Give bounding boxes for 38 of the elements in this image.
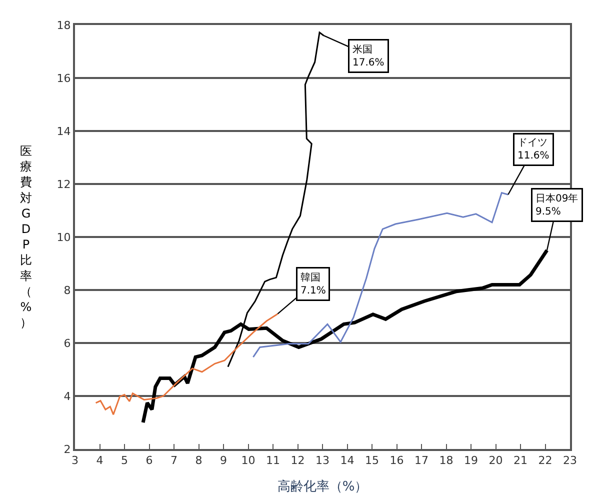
x-tick-label: 9 [220,454,227,468]
y-tick-label: 12 [56,178,71,191]
x-tick-label: 11 [266,454,280,468]
y-tick-label: 16 [56,72,71,85]
y-tick-label: 18 [56,18,71,32]
y-tick-label: 14 [56,124,71,138]
y-tick-label: 6 [64,336,71,350]
x-tick-label: 17 [414,454,428,468]
x-tick-label: 18 [439,454,454,468]
x-axis-title: 高齢化率（%） [277,478,368,494]
x-tick-label: 21 [514,454,528,468]
x-tick-label: 16 [390,454,404,468]
line-series [95,313,278,416]
y-tick-label: 2 [64,442,71,456]
y-tick-label: 8 [64,284,71,297]
x-tick-label: 8 [195,454,202,468]
annotation: 米国 17.6% [352,44,384,68]
x-tick-label: 13 [316,454,330,468]
x-tick-label: 4 [96,454,104,468]
x-tick-label: 6 [146,454,153,468]
x-tick-label: 7 [170,454,178,468]
x-tick-label: 22 [538,454,552,468]
annotation: ドイツ 11.6% [518,138,550,162]
x-tick-label: 5 [121,454,128,468]
x-tick-label: 14 [340,454,354,468]
text: 医療費対GDP比率（%） [20,144,32,330]
x-tick-label: 10 [241,454,256,468]
y-tick-label: 4 [64,390,71,403]
x-tick-label: 23 [563,454,577,468]
y-tick-label: 10 [56,230,71,244]
x-tick-label: 15 [365,454,379,468]
x-tick-label: 19 [464,454,478,468]
line-series [252,192,509,358]
x-tick-label: 12 [290,454,305,468]
x-tick-label: 3 [72,454,78,468]
annotation: 日本09年 9.5% [536,192,578,218]
annotation: 韓国 7.1% [300,272,326,296]
x-tick-label: 20 [488,454,503,468]
